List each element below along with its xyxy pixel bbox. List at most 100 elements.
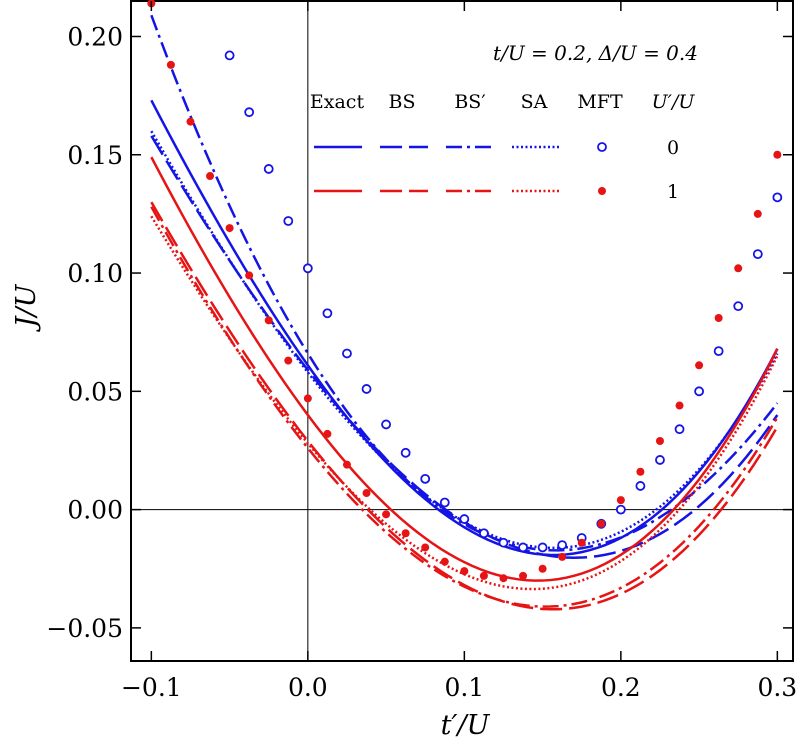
scatter-point-1 <box>675 401 684 410</box>
legend: t/U = 0.2, Δ/U = 0.4 Exact BS BS′ SA MFT… <box>310 41 698 203</box>
legend-header-mft: MFT <box>577 91 623 113</box>
ticks-layer <box>131 1 793 661</box>
scatter-point-0 <box>302 263 313 274</box>
scatter-point-0 <box>439 497 450 508</box>
scatter-point-1 <box>479 571 488 580</box>
scatter-point-1 <box>303 394 312 403</box>
y-tick-label: 0.00 <box>67 496 123 525</box>
series-line-4 <box>150 156 779 582</box>
y-tick-label: 0.20 <box>67 22 123 51</box>
scatter-point-1 <box>362 489 371 498</box>
scatter-point-0 <box>772 192 783 203</box>
plot-area <box>130 0 794 662</box>
scatter-point-0 <box>224 50 235 61</box>
series-line-0 <box>150 99 779 557</box>
legend-row-value-0: 0 <box>667 137 679 159</box>
scatter-point-1 <box>206 172 215 181</box>
scatter-point-0 <box>420 473 431 484</box>
y-tick-labels: −0.05 0.00 0.05 0.10 0.15 0.20 <box>46 22 123 642</box>
scatter-point-1 <box>245 271 254 280</box>
x-tick-label: 0.3 <box>757 673 797 702</box>
legend-row-value-1: 1 <box>667 181 679 203</box>
legend-header-sa: SA <box>521 91 548 113</box>
legend-annotation: t/U = 0.2, Δ/U = 0.4 <box>493 41 698 65</box>
scatter-point-0 <box>733 301 744 312</box>
scatter-point-1 <box>773 150 782 159</box>
y-tick-label: 0.05 <box>67 377 123 406</box>
scatter-point-1 <box>636 467 645 476</box>
scatter-point-0 <box>694 386 704 397</box>
scatter-point-0 <box>479 528 489 539</box>
x-tick-label: 0.2 <box>601 673 641 702</box>
scatter-point-0 <box>498 537 509 548</box>
scatter-point-1 <box>440 557 449 566</box>
scatter-point-1 <box>225 224 234 233</box>
plot-frame <box>130 0 794 662</box>
x-tick-label: 0.0 <box>288 673 328 702</box>
scatter-point-0 <box>244 107 255 118</box>
scatter-point-0 <box>381 419 392 430</box>
scatter-point-1 <box>655 437 664 445</box>
scatter-point-1 <box>382 510 391 519</box>
x-tick-label: −0.1 <box>121 673 182 702</box>
scatter-point-0 <box>263 164 274 174</box>
scatter-point-1 <box>284 356 293 365</box>
x-axis-title: t′/U <box>441 710 491 741</box>
series-line-5 <box>150 201 779 611</box>
scatter-point-0 <box>400 447 411 458</box>
y-tick-label: −0.05 <box>46 614 123 643</box>
scatter-point-1 <box>734 264 743 273</box>
scatter-point-0 <box>537 542 548 553</box>
scatter-point-1 <box>597 519 606 528</box>
legend-marker-0 <box>597 142 607 152</box>
scatter-point-1 <box>519 571 528 580</box>
scatter-point-0 <box>459 514 470 524</box>
x-tick-labels: −0.1 0.0 0.1 0.2 0.3 <box>121 673 797 702</box>
scatter-point-1 <box>616 496 625 505</box>
scatter-point-1 <box>753 209 762 218</box>
scatter-point-1 <box>538 564 547 573</box>
scatter-point-0 <box>752 249 763 260</box>
legend-samples <box>314 142 607 195</box>
series-line-2 <box>150 14 779 552</box>
x-tick-label: 0.1 <box>444 673 484 702</box>
scatter-point-1 <box>323 429 332 438</box>
scatter-point-1 <box>401 529 410 538</box>
scatter-point-0 <box>615 504 626 515</box>
y-tick-label: 0.10 <box>67 259 123 288</box>
scatter-point-1 <box>342 460 351 469</box>
y-tick-label: 0.15 <box>67 141 123 170</box>
series-line-1 <box>150 135 779 559</box>
legend-header-exact: Exact <box>310 91 365 113</box>
series-line-3 <box>150 130 779 550</box>
series-line-6 <box>150 206 779 608</box>
legend-header-uprime: U′/U <box>652 91 696 113</box>
scatter-point-1 <box>577 538 586 547</box>
scatter-point-0 <box>713 346 724 357</box>
scatter-point-0 <box>342 348 352 359</box>
scatter-layer <box>147 0 783 583</box>
scatter-point-1 <box>264 316 273 325</box>
scatter-point-0 <box>674 424 685 435</box>
scatter-point-1 <box>186 117 195 126</box>
scatter-point-0 <box>283 216 294 226</box>
scatter-point-1 <box>558 552 567 561</box>
series-line-7 <box>150 215 779 591</box>
scatter-point-0 <box>635 481 646 491</box>
scatter-point-0 <box>322 308 333 319</box>
legend-marker-1 <box>598 187 606 195</box>
scatter-point-1 <box>499 574 508 583</box>
scatter-point-1 <box>421 543 430 552</box>
scatter-point-1 <box>166 60 175 69</box>
scatter-point-1 <box>460 567 469 576</box>
legend-header-bs: BS <box>389 91 416 113</box>
legend-header-bsprime: BS′ <box>454 91 485 113</box>
scatter-point-1 <box>714 313 723 322</box>
scatter-point-0 <box>361 384 372 394</box>
scatter-point-1 <box>695 361 704 370</box>
y-axis-title: J/U <box>11 283 42 332</box>
scatter-point-0 <box>557 540 568 550</box>
scatter-point-0 <box>655 455 665 465</box>
scatter-point-0 <box>518 542 528 553</box>
